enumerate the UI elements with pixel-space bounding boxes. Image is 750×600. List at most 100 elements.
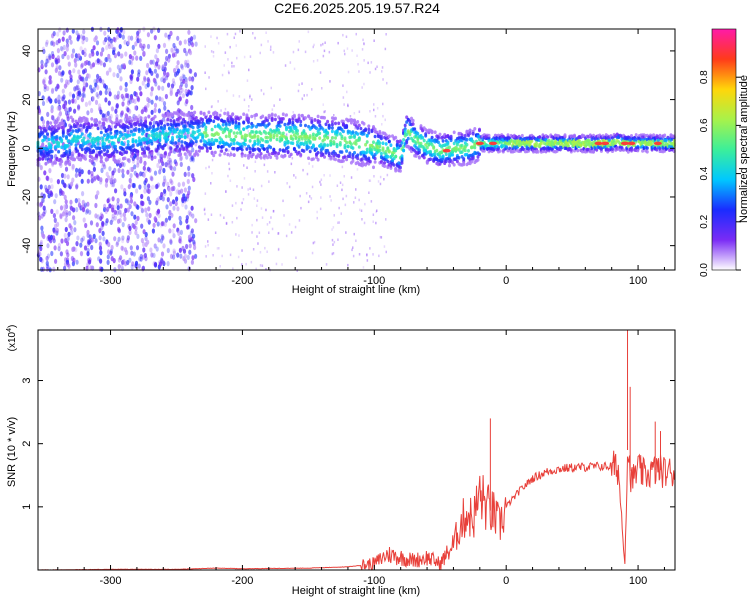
spectrogram-cell <box>107 124 111 129</box>
spectrogram-cell <box>368 159 372 164</box>
spectrogram-cell <box>75 85 79 91</box>
spectrogram-cell <box>204 115 208 120</box>
spectrogram-cell <box>181 245 185 251</box>
spectrogram-cell <box>444 159 448 164</box>
spectrogram-cell <box>99 212 103 218</box>
spectrogram-cell <box>343 103 345 106</box>
spectrogram-cell <box>330 129 334 134</box>
spectrogram-cell <box>52 30 56 37</box>
spectrogram-cell <box>226 32 229 36</box>
spectrogram-cell <box>186 133 190 140</box>
spectrogram-cell <box>175 145 179 149</box>
spectrogram-cell <box>39 184 43 190</box>
spectrogram-cell <box>318 120 322 124</box>
spectrogram-cell <box>51 115 55 121</box>
spectrogram-cell <box>241 249 243 252</box>
spectrogram-cell <box>120 93 124 99</box>
spectrogram-cell <box>190 228 194 234</box>
spectrogram-cell <box>94 99 99 105</box>
spectrogram-cell <box>482 149 486 153</box>
spectrogram-cell <box>126 107 130 113</box>
spectrogram-cell <box>98 228 102 234</box>
spectrogram-cell <box>155 246 159 252</box>
spectrogram-cell <box>73 227 77 233</box>
spectrogram-cell <box>316 216 318 220</box>
spectrogram-cell <box>65 38 69 44</box>
spectrogram-cell <box>202 112 206 117</box>
spectrogram-cell <box>136 155 140 161</box>
spectrogram-cell <box>275 137 279 142</box>
spectrogram-cell <box>45 97 49 103</box>
spectrogram-cell <box>278 124 282 128</box>
spectrogram-cell <box>338 206 340 210</box>
spectrogram-cell <box>326 148 330 153</box>
snr-frame <box>37 329 676 571</box>
spectrogram-cell <box>175 189 179 195</box>
spectrogram-cell <box>177 230 181 236</box>
spectrogram-cell <box>419 124 423 128</box>
spectrogram-cell <box>331 238 334 242</box>
spectrogram-cell <box>285 133 288 136</box>
spectrogram-cell <box>284 64 287 67</box>
spectrogram-cell <box>88 135 92 139</box>
spectrogram-cell <box>213 124 217 129</box>
spectrogram-cell <box>275 133 279 138</box>
spectrogram-cell <box>87 60 91 66</box>
spectrogram-cell <box>153 170 158 176</box>
spectrogram-cell <box>196 135 200 139</box>
spectrogram-cell <box>259 251 262 254</box>
spectrogram-cell <box>153 68 157 74</box>
spectrogram-cell <box>369 247 371 250</box>
spectrogram-cell <box>354 126 356 130</box>
spectrogram-cell <box>43 170 47 176</box>
spectrogram-cell <box>166 197 170 203</box>
spectrogram-cell <box>338 143 342 147</box>
spectrogram-cell <box>254 36 256 40</box>
spectrogram-cell <box>210 105 213 109</box>
spectrogram-cell <box>44 41 49 48</box>
spectrogram-cell <box>153 107 157 113</box>
spectrogram-cell <box>321 152 325 157</box>
spectrogram-cell <box>81 207 86 213</box>
spectrogram-cell <box>204 245 207 248</box>
spectrogram-cell <box>294 136 298 140</box>
spectrogram-cell <box>169 239 173 245</box>
spectrogram-cell <box>164 61 168 67</box>
spectrogram-cell <box>44 135 48 140</box>
spectrogram-cell <box>131 158 136 164</box>
spectrogram-cell <box>98 266 102 272</box>
spectrogram-cell <box>120 184 124 190</box>
spectrogram-cell <box>99 159 103 164</box>
spectrogram-cell <box>101 230 105 236</box>
spectrogram-cell <box>172 223 176 229</box>
spectrogram-cell <box>72 215 76 221</box>
spectrogram-cell <box>248 139 252 143</box>
spectrogram-cell <box>168 157 172 163</box>
spectrogram-cell <box>265 31 267 34</box>
spectrogram-cell <box>291 117 295 121</box>
spectrogram-cell <box>161 196 165 202</box>
spectrogram-cell <box>80 237 84 243</box>
spectrogram-cell <box>137 28 141 34</box>
spectrogram-cell <box>231 204 234 207</box>
spectrogram-cell <box>113 209 117 215</box>
spectrogram-cell <box>424 134 428 138</box>
spectrogram-cell <box>117 137 121 142</box>
spectrogram-cell <box>305 192 308 195</box>
spectrogram-cell <box>256 235 258 238</box>
spectrogram-cell <box>116 240 120 246</box>
spectrogram-cell <box>99 150 103 154</box>
spectrogram-cell <box>39 239 44 245</box>
spectrogram-cell <box>73 108 77 114</box>
spectrogram-cell <box>101 220 105 227</box>
spectrogram-cell <box>337 221 339 224</box>
spectrogram-cell <box>61 36 65 42</box>
spectrogram-cell <box>261 144 265 148</box>
spectrogram-cell <box>169 178 173 184</box>
spectrogram-cell <box>127 97 131 103</box>
spectrogram-cell <box>142 106 146 113</box>
spectrogram-cell <box>86 201 90 207</box>
spectrogram-cell <box>183 253 187 259</box>
spectrogram-cell <box>86 110 90 116</box>
